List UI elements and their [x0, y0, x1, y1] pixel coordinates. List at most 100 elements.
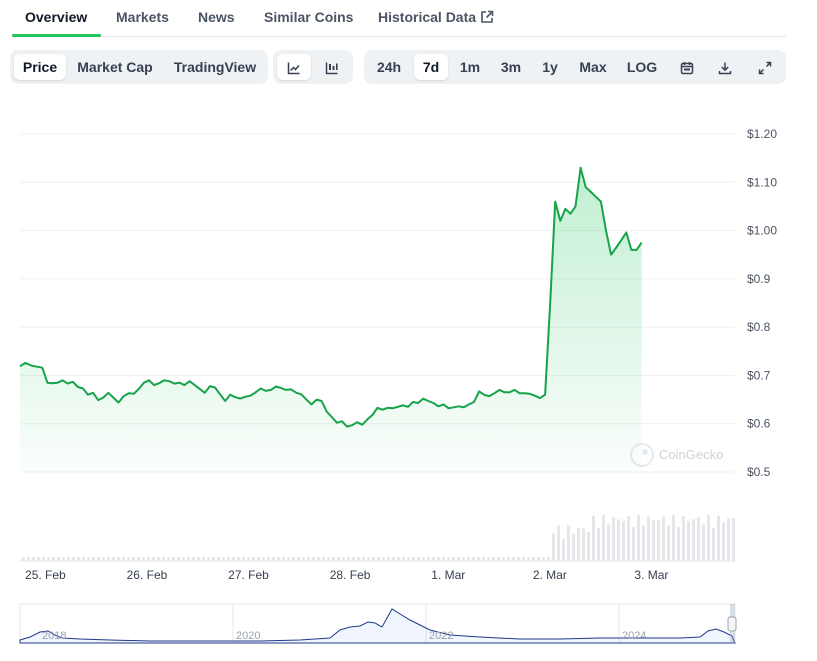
range-navigator[interactable]: 2018 2020 2022 2024: [19, 603, 737, 644]
volume-bar: [77, 557, 80, 561]
navigator-handle[interactable]: [727, 616, 737, 632]
volume-bar: [572, 533, 575, 561]
volume-bar: [227, 557, 230, 561]
range-1m-button[interactable]: 1m: [459, 59, 481, 75]
x-axis-labels: 25. Feb 26. Feb 27. Feb 28. Feb 1. Mar 2. Mar…: [25, 568, 668, 582]
price-button[interactable]: Price: [14, 54, 66, 80]
volume-bar: [172, 557, 175, 561]
volume-bar: [187, 557, 190, 561]
navigator-year-label: 2024: [622, 630, 646, 642]
candlestick-button[interactable]: [315, 54, 349, 80]
x-tick-label: 26. Feb: [127, 568, 168, 582]
range-3m-button[interactable]: 3m: [500, 59, 522, 75]
volume-bar: [412, 557, 415, 561]
fullscreen-button[interactable]: [750, 54, 780, 80]
tab-markets[interactable]: Markets: [116, 9, 169, 25]
tab-similar-coins[interactable]: Similar Coins: [264, 9, 354, 25]
calendar-icon: [680, 62, 694, 75]
volume-bar: [487, 557, 490, 561]
navigator-year-label: 2018: [42, 630, 66, 642]
y-tick-label: $0.6: [747, 417, 771, 431]
x-tick-label: 27. Feb: [228, 568, 269, 582]
range-7d-button[interactable]: 7d: [414, 54, 448, 80]
volume-bar: [92, 557, 95, 561]
volume-bar: [102, 557, 105, 561]
volume-bar: [302, 557, 305, 561]
volume-bar: [377, 557, 380, 561]
volume-bar: [297, 557, 300, 561]
tradingview-button[interactable]: TradingView: [173, 59, 257, 75]
volume-bar: [237, 557, 240, 561]
market-cap-button[interactable]: Market Cap: [77, 59, 153, 75]
y-tick-label: $1.10: [747, 175, 777, 189]
volume-bar: [492, 557, 495, 561]
price-line: [19, 166, 643, 428]
range-1y-button[interactable]: 1y: [542, 59, 558, 75]
y-tick-label: $0.5: [747, 465, 771, 479]
volume-bar: [732, 517, 735, 561]
volume-bar: [697, 517, 700, 561]
volume-bar: [317, 557, 320, 561]
x-tick-label: 25. Feb: [25, 568, 66, 582]
volume-bar: [727, 518, 730, 561]
tab-historical-data[interactable]: Historical Data: [378, 9, 494, 25]
volume-bar: [532, 557, 535, 561]
volume-bar: [242, 557, 245, 561]
volume-bar: [192, 557, 195, 561]
volume-bar: [197, 557, 200, 561]
price-chart[interactable]: $1.20 $1.10 $1.00 $0.9 $0.8 $0.7 $0.6 $0.5 Coin…: [0, 100, 817, 661]
volume-bar: [677, 526, 680, 561]
volume-bar: [32, 557, 35, 561]
volume-bar: [232, 557, 235, 561]
tab-historical-data-label: Historical Data: [378, 9, 477, 25]
x-tick-label: 2. Mar: [533, 568, 567, 582]
line-chart-button[interactable]: [277, 54, 311, 80]
volume-bar: [182, 557, 185, 561]
range-max-button[interactable]: Max: [579, 59, 607, 75]
tab-news[interactable]: News: [198, 9, 235, 25]
line-chart-icon: [287, 62, 300, 75]
volume-bar: [152, 557, 155, 561]
volume-bar: [132, 557, 135, 561]
volume-bar: [247, 557, 250, 561]
volume-bar: [432, 557, 435, 561]
volume-bar: [597, 527, 600, 561]
range-24h-button[interactable]: 24h: [376, 59, 402, 75]
expand-icon: [758, 62, 772, 75]
volume-bar: [562, 538, 565, 561]
volume-bar: [82, 557, 85, 561]
y-tick-label: $1.20: [747, 127, 777, 141]
download-button[interactable]: [710, 54, 740, 80]
candlestick-icon: [325, 62, 338, 75]
volume-bar: [527, 557, 530, 561]
volume-bar: [67, 557, 70, 561]
volume-bar: [552, 533, 555, 561]
volume-bar: [162, 557, 165, 561]
volume-bar: [612, 517, 615, 561]
x-tick-label: 28. Feb: [330, 568, 371, 582]
volume-bar: [347, 557, 350, 561]
volume-bar: [647, 516, 650, 561]
volume-bar: [497, 557, 500, 561]
y-tick-label: $0.7: [747, 368, 771, 382]
calendar-button[interactable]: [672, 54, 702, 80]
volume-bar: [582, 528, 585, 561]
volume-bar: [312, 557, 315, 561]
volume-bar: [622, 521, 625, 561]
volume-bar: [117, 557, 120, 561]
y-axis-labels: $1.20 $1.10 $1.00 $0.9 $0.8 $0.7 $0.6 $0.5: [747, 127, 777, 479]
volume-bar: [587, 532, 590, 561]
tab-overview[interactable]: Overview: [25, 9, 88, 25]
volume-bar: [207, 557, 210, 561]
volume-bar: [567, 525, 570, 561]
volume-bar: [202, 557, 205, 561]
volume-bar: [337, 557, 340, 561]
volume-bar: [422, 557, 425, 561]
volume-bar: [517, 557, 520, 561]
log-scale-button[interactable]: LOG: [626, 59, 658, 75]
volume-bar: [477, 557, 480, 561]
volume-bar: [617, 519, 620, 561]
chart-style-switch: [273, 50, 353, 84]
volume-bar: [212, 557, 215, 561]
coingecko-watermark: CoinGecko: [630, 443, 723, 467]
